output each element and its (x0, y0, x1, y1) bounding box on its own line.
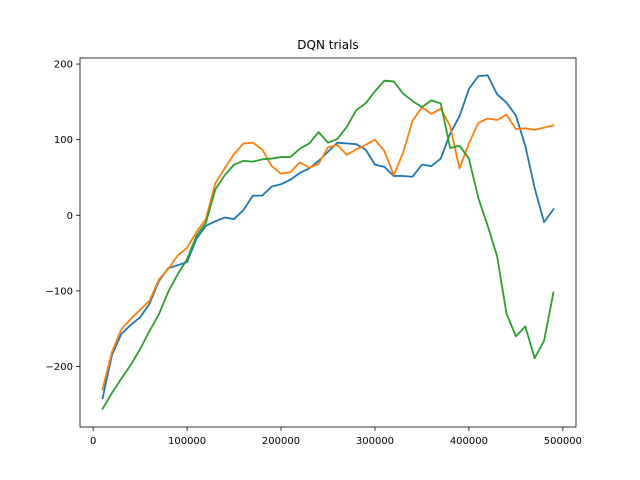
x-tick-label: 400000 (450, 436, 488, 447)
series-line-1 (101, 74, 555, 400)
y-tick-label: 0 (67, 211, 73, 222)
x-tick-label: 200000 (262, 436, 300, 447)
y-tick-label: 200 (54, 60, 73, 71)
y-tick-label: 100 (54, 135, 73, 146)
x-tick-label: 100000 (168, 436, 206, 447)
y-tick-label: −100 (46, 286, 73, 297)
x-tick-label: 0 (90, 436, 96, 447)
series-layer (101, 74, 555, 411)
x-tick-label: 500000 (544, 436, 582, 447)
axes-layer: 0 100000 200000 300000 400000 500000 −200 −100 0… (46, 57, 582, 447)
series-line-2 (101, 106, 555, 391)
plot-frame (79, 57, 577, 428)
x-tick-label: 300000 (356, 436, 394, 447)
y-tick-label: −200 (46, 362, 73, 373)
chart-title: DQN trials (297, 38, 358, 52)
series-line-3 (101, 79, 555, 411)
